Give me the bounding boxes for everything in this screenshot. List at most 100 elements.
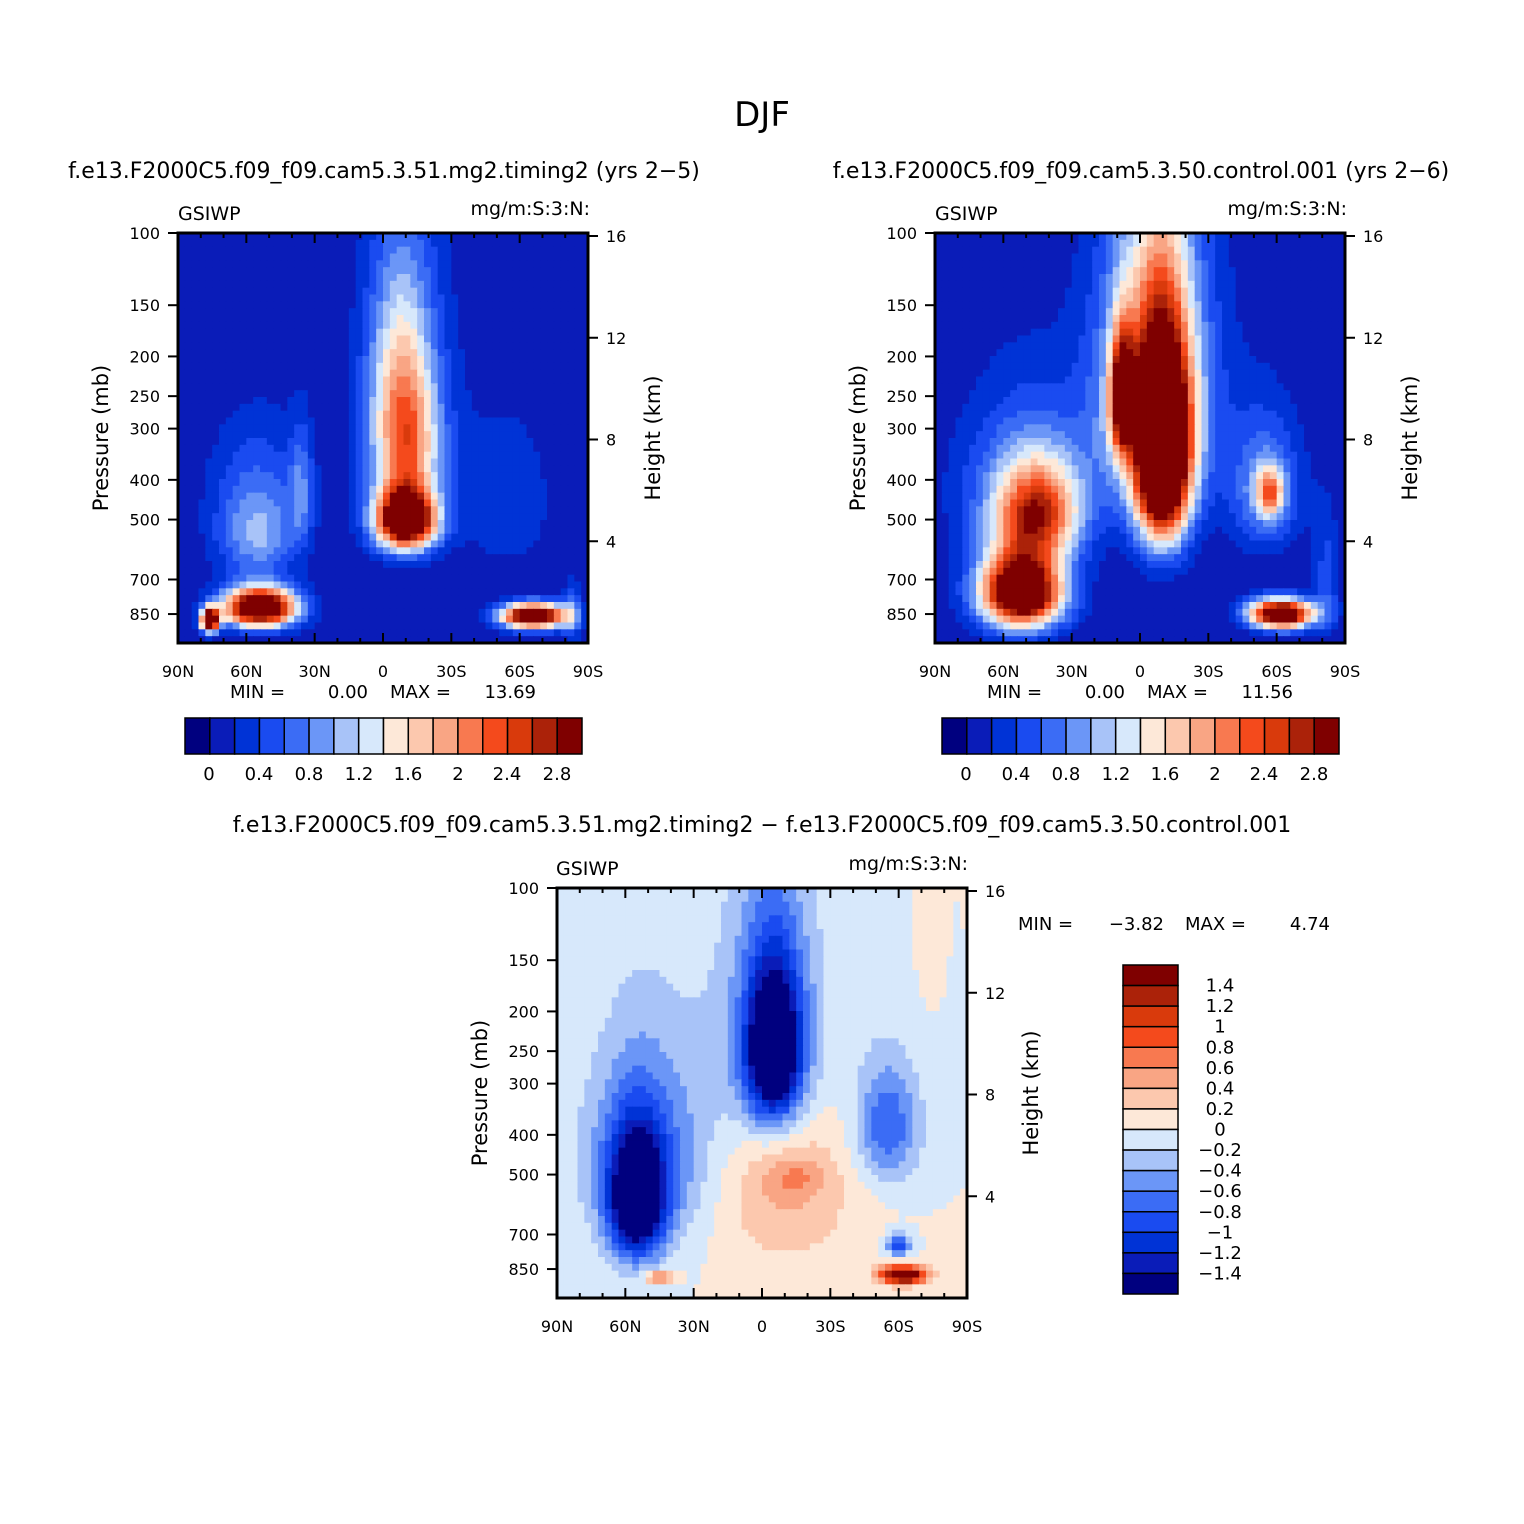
field-cell [184, 554, 193, 562]
field-cell [273, 335, 282, 343]
field-cell [1051, 349, 1059, 357]
field-cell [478, 362, 487, 371]
field-cell [410, 267, 418, 275]
field-cell [1331, 328, 1339, 337]
field-cell [471, 349, 480, 357]
field-cell [581, 397, 589, 405]
field-cell [547, 595, 555, 603]
field-cell [410, 472, 418, 480]
field-cell [540, 636, 548, 644]
field-cell [389, 328, 398, 337]
field-cell [389, 629, 398, 637]
field-cell [1181, 287, 1189, 296]
field-cell [506, 622, 514, 630]
field-cell [1249, 267, 1257, 275]
field-cell [321, 315, 329, 323]
field-cell [342, 479, 350, 487]
field-cell [178, 342, 186, 350]
field-cell [266, 444, 275, 453]
field-cell [287, 410, 295, 419]
field-cell [1071, 376, 1080, 384]
field-cell [239, 410, 247, 419]
field-cell [260, 472, 268, 480]
field-cell [976, 301, 984, 309]
colorbar-box [556, 717, 583, 755]
field-cell [581, 424, 589, 432]
field-cell [362, 615, 370, 624]
field-cell [369, 321, 377, 330]
field-cell [519, 239, 528, 248]
field-cell [1044, 294, 1052, 302]
field-cell [348, 458, 357, 466]
field-cell [444, 431, 452, 439]
field-cell [342, 356, 350, 364]
field-cell [478, 574, 487, 583]
field-cell [335, 246, 343, 255]
field-cell [471, 622, 480, 630]
field-cell [560, 410, 569, 419]
field-cell [1174, 274, 1182, 282]
field-cell [369, 513, 377, 521]
field-cell [465, 595, 473, 603]
field-cell [1092, 274, 1100, 282]
field-cell [184, 274, 193, 282]
field-cell [369, 465, 377, 473]
field-cell [1181, 246, 1189, 255]
field-cell [540, 246, 548, 255]
field-cell [225, 513, 234, 521]
colorbar-label: 2.4 [493, 764, 522, 785]
field-cell [526, 636, 534, 644]
field-cell [396, 253, 405, 261]
field-cell [396, 458, 405, 466]
field-cell [362, 383, 370, 391]
field-cell [205, 342, 213, 350]
field-cell [989, 274, 998, 282]
field-cell [191, 438, 200, 446]
field-cell [567, 636, 575, 644]
field-cell [205, 588, 213, 596]
field-cell [260, 321, 268, 330]
field-cell [328, 499, 336, 507]
field-cell [1242, 335, 1250, 343]
field-cell [492, 390, 500, 398]
field-cell [198, 308, 206, 316]
field-cell [342, 499, 350, 507]
field-cell [232, 458, 241, 466]
field-cell [471, 615, 480, 624]
field-cell [1030, 246, 1039, 255]
field-cell [1146, 294, 1155, 302]
field-cell [458, 492, 466, 501]
panel-1-field [178, 233, 589, 644]
field-cell [355, 383, 364, 391]
field-cell [533, 362, 541, 371]
field-cell [451, 513, 459, 521]
field-cell [362, 451, 370, 460]
field-cell [342, 424, 350, 432]
field-cell [1023, 253, 1032, 261]
field-cell [307, 485, 316, 494]
field-cell [335, 369, 343, 378]
field-cell [1044, 274, 1052, 282]
field-cell [506, 403, 514, 412]
field-cell [1228, 274, 1237, 282]
field-cell [260, 280, 268, 289]
field-cell [198, 608, 206, 617]
field-cell [335, 636, 343, 644]
field-cell [383, 492, 391, 501]
field-cell [225, 540, 234, 548]
field-cell [205, 629, 213, 637]
colorbar-box [209, 717, 236, 755]
field-cell [212, 492, 220, 501]
field-cell [260, 253, 268, 261]
field-cell [178, 321, 186, 330]
field-cell [430, 417, 439, 425]
field-cell [321, 485, 329, 494]
field-cell [1194, 239, 1203, 248]
field-cell [492, 321, 500, 330]
field-cell [1187, 260, 1196, 268]
field-cell [273, 492, 282, 501]
field-cell [1017, 274, 1025, 282]
field-cell [1037, 239, 1045, 248]
field-cell [581, 608, 589, 617]
field-cell [533, 547, 541, 555]
